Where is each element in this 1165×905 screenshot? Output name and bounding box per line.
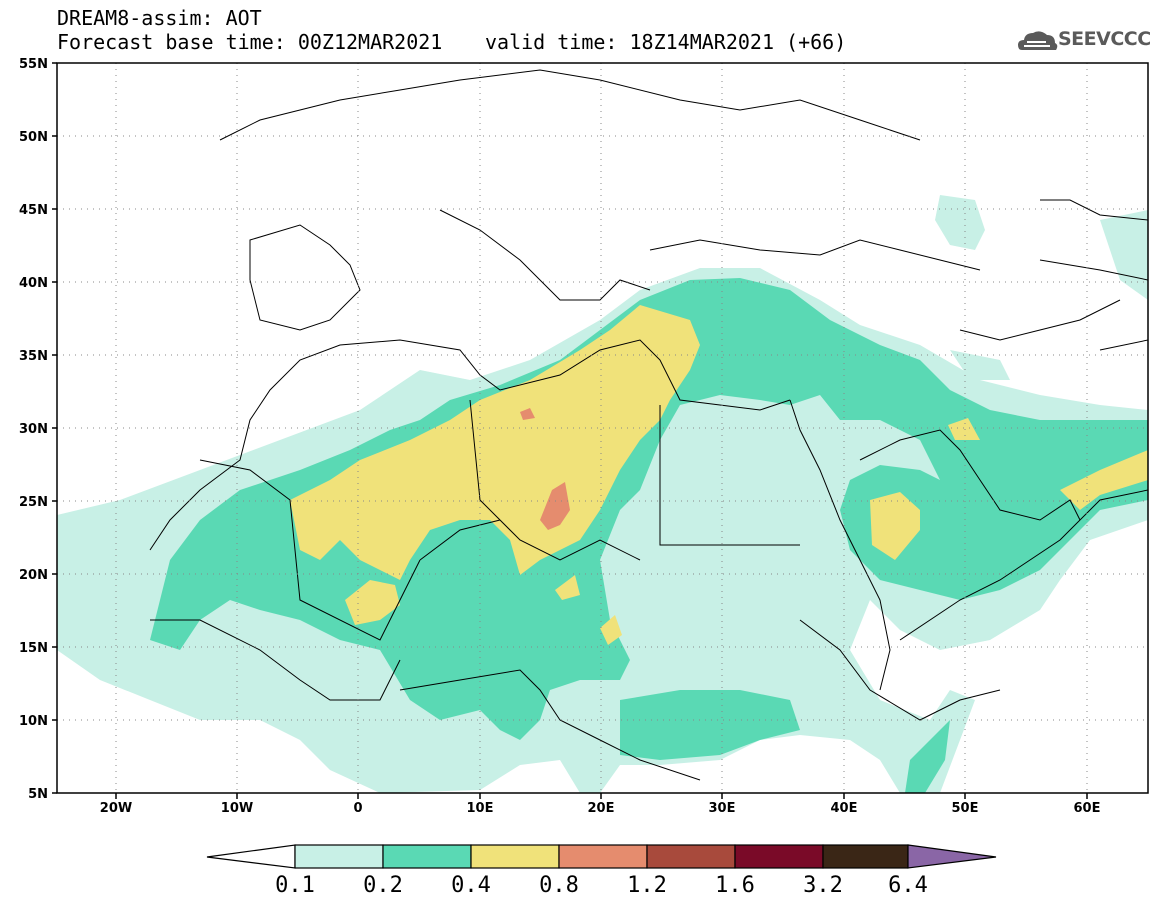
colorbar-swatch <box>382 844 472 869</box>
colorbar-swatch <box>646 844 736 869</box>
lon-label: 40E <box>831 801 858 816</box>
aot-band-0-2 <box>150 278 1148 740</box>
colorbar-label: 0.4 <box>451 873 491 898</box>
lat-labels: 55N 50N 45N 40N 35N 30N 25N 20N 15N 10N … <box>19 57 48 802</box>
aot-fields <box>57 63 1148 793</box>
lat-label: 45N <box>19 203 48 218</box>
lat-label: 35N <box>19 349 48 364</box>
aot-band-0-4-patch-1 <box>345 580 400 625</box>
colorbar-swatch <box>822 844 909 869</box>
aot-band-0-2-south <box>620 690 800 760</box>
lat-label: 55N <box>19 57 48 72</box>
valid-time: valid time: 18Z14MAR2021 (+66) <box>485 30 847 54</box>
aot-band-0-4-patch-5 <box>600 615 622 645</box>
aot-band-0-2-east <box>905 720 950 793</box>
colorbar-labels: 0.1 0.2 0.4 0.8 1.2 1.6 3.2 6.4 <box>275 873 928 898</box>
colorbar-label: 1.6 <box>715 873 755 898</box>
cloud-icon <box>1018 31 1058 50</box>
aot-band-0-8 <box>540 482 570 530</box>
colorbar-swatch <box>734 844 824 869</box>
lat-label: 10N <box>19 714 48 729</box>
colorbar-label: 0.2 <box>363 873 403 898</box>
aot-patch-caspian <box>935 195 985 250</box>
lon-label: 20W <box>100 801 132 816</box>
lat-label: 20N <box>19 568 48 583</box>
lon-labels: 20W 10W 0 10E 20E 30E 40E 50E 60E <box>100 801 1101 816</box>
lon-label: 10E <box>467 801 494 816</box>
lat-label: 5N <box>28 787 48 802</box>
lat-label: 15N <box>19 641 48 656</box>
lat-label: 50N <box>19 130 48 145</box>
colorbar: 0.1 0.2 0.4 0.8 1.2 1.6 3.2 6.4 <box>206 844 997 898</box>
lon-label: 20E <box>588 801 615 816</box>
colorbar-label: 6.4 <box>888 873 928 898</box>
country-outlines <box>149 69 1148 781</box>
colorbar-label: 3.2 <box>803 873 843 898</box>
colorbar-under-arrow <box>206 844 296 869</box>
lon-label: 0 <box>353 801 362 816</box>
brand-logo-text: SEEVCCC <box>1058 28 1151 50</box>
aot-band-0-4-patch-4 <box>1060 450 1148 510</box>
colorbar-swatch <box>294 844 384 869</box>
aot-band-0-4-patch-6 <box>555 575 580 600</box>
axis-ticks <box>52 62 1088 799</box>
lon-label: 60E <box>1074 801 1101 816</box>
aot-band-0-4 <box>290 305 700 580</box>
lon-label: 30E <box>709 801 736 816</box>
lon-label: 50E <box>952 801 979 816</box>
lat-label: 25N <box>19 495 48 510</box>
colorbar-over-arrow <box>907 844 997 869</box>
lat-label: 40N <box>19 276 48 291</box>
colorbar-swatch <box>558 844 648 869</box>
colorbar-label: 1.2 <box>627 873 667 898</box>
colorbar-swatch <box>470 844 560 869</box>
aot-band-0-4-patch-3 <box>948 418 980 440</box>
lon-label: 10W <box>221 801 253 816</box>
chart-title: DREAM8-assim: AOT <box>57 6 262 30</box>
colorbar-label: 0.1 <box>275 873 315 898</box>
aot-band-0-8-patch <box>520 408 535 420</box>
lat-label: 30N <box>19 422 48 437</box>
aot-band-0-4-patch-2 <box>870 492 920 560</box>
colorbar-label: 0.8 <box>539 873 579 898</box>
forecast-base-time: Forecast base time: 00Z12MAR2021 <box>57 30 443 54</box>
